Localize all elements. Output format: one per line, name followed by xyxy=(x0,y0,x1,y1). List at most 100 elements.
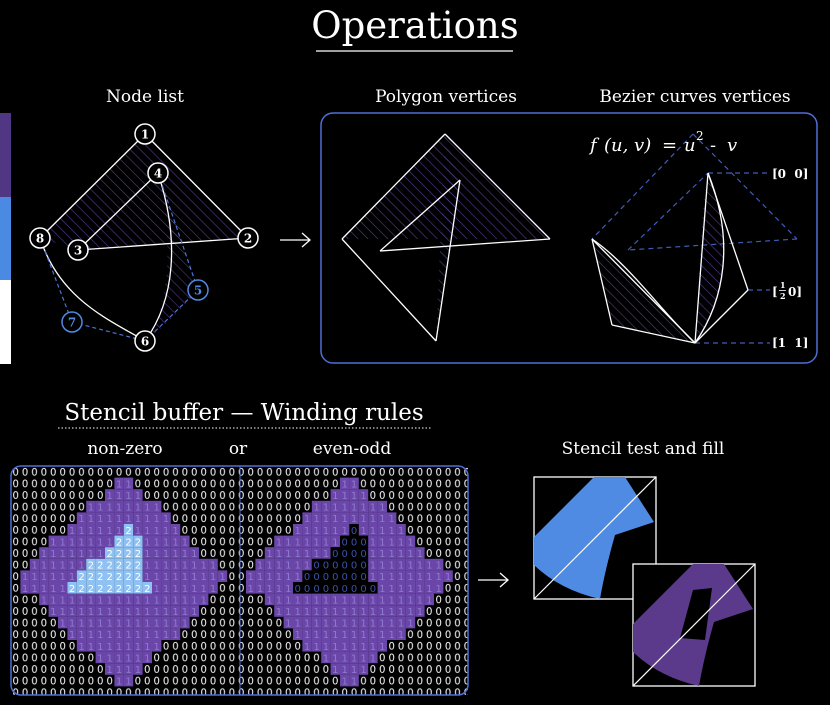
stencil-digit: 1 xyxy=(370,572,376,583)
stencil-cell xyxy=(170,582,181,594)
stencil-cell xyxy=(415,582,425,594)
stencil-digit: 1 xyxy=(370,549,376,560)
stencil-cell xyxy=(180,616,190,629)
stencil-cell xyxy=(321,651,331,664)
stencil-cell xyxy=(368,605,378,617)
node-fill-hatch xyxy=(40,134,248,250)
stencil-digit: 1 xyxy=(210,572,216,583)
stencil-cell xyxy=(105,535,115,548)
stencil-cell xyxy=(340,570,350,582)
stencil-digit: 1 xyxy=(417,607,423,618)
stencil-cell xyxy=(368,524,378,536)
uv-label-top: [0 0] xyxy=(772,167,808,181)
stencil-digit: 2 xyxy=(125,526,131,537)
stencil-digit: 1 xyxy=(389,514,395,525)
stencil-cell xyxy=(95,547,105,559)
stencil-digit: 1 xyxy=(60,537,66,548)
stencil-digit: 1 xyxy=(69,619,75,630)
stencil-digit: 1 xyxy=(116,642,122,653)
stencil-digit: 1 xyxy=(154,514,160,525)
stencil-digit: 1 xyxy=(144,607,150,618)
stencil-cell xyxy=(170,524,181,536)
stencil-cell xyxy=(114,593,124,606)
stencil-digit: 1 xyxy=(342,642,348,653)
stencil-cell xyxy=(48,582,58,594)
stencil-digit: 1 xyxy=(379,642,385,653)
stencil-digit: 2 xyxy=(88,561,94,572)
stencil-digit: 0 xyxy=(360,561,366,572)
stencil-cell xyxy=(95,628,105,640)
stencil-cell xyxy=(76,558,87,571)
stencil-cell xyxy=(58,535,68,548)
stencil-cell xyxy=(283,535,293,548)
stencil-digit: 1 xyxy=(360,665,366,676)
stencil-digit: 1 xyxy=(154,584,160,595)
stencil-cell xyxy=(340,477,350,490)
stencil-cell xyxy=(246,582,256,594)
stencil-digit: 1 xyxy=(276,607,282,618)
stencil-digit: 1 xyxy=(107,537,113,548)
node-markers: 1 2 3 4 5 6 7 8 xyxy=(29,123,259,352)
stencil-cell xyxy=(358,593,369,606)
stencil-cell xyxy=(180,547,190,559)
stencil-digit: 1 xyxy=(41,595,47,606)
stencil-digit: 1 xyxy=(191,572,197,583)
stencil-cell xyxy=(321,605,331,617)
stencil-digit: 1 xyxy=(144,572,150,583)
stencil-digit: 0 xyxy=(351,549,357,560)
stencil-digit: 1 xyxy=(389,526,395,537)
stencil-digit: 1 xyxy=(50,607,56,618)
stencil-digit: 1 xyxy=(323,503,329,514)
stencil-cell xyxy=(330,605,340,617)
stencil-digit: 1 xyxy=(285,537,291,548)
stencil-digit: 1 xyxy=(370,503,376,514)
stencil-digit: 1 xyxy=(135,619,141,630)
stencil-cell xyxy=(189,570,199,582)
stencil-digit: 1 xyxy=(163,526,169,537)
stencil-cell xyxy=(302,593,312,606)
polygon-panel xyxy=(320,112,818,364)
stencil-cell xyxy=(358,558,369,571)
stencil-cell xyxy=(20,570,30,582)
stencil-cell xyxy=(142,535,152,548)
stencil-cell xyxy=(358,500,369,513)
stencil-digit: 1 xyxy=(116,514,122,525)
stencil-digit: 1 xyxy=(172,584,178,595)
stencil-digit: 1 xyxy=(69,630,75,641)
stencil-digit: 1 xyxy=(116,595,122,606)
stencil-digit: 1 xyxy=(276,584,282,595)
stencil-cell xyxy=(152,570,162,582)
stencil-cell xyxy=(283,616,293,629)
stencil-cell xyxy=(208,558,218,571)
stencil-cell xyxy=(142,628,152,640)
stencil-digit: 1 xyxy=(125,665,131,676)
stencil-digit: 1 xyxy=(313,537,319,548)
stencil-digit: 1 xyxy=(125,514,131,525)
stencil-digit: 1 xyxy=(295,619,301,630)
stencil-cell xyxy=(39,547,49,559)
stencil-cell xyxy=(302,512,312,524)
stencil-cell xyxy=(358,512,369,524)
stencil-digit: 1 xyxy=(313,619,319,630)
stencil-digit: 1 xyxy=(107,514,113,525)
stencil-digit: 1 xyxy=(295,572,301,583)
stencil-cell xyxy=(340,628,350,640)
stencil-digit: 1 xyxy=(78,607,84,618)
stencil-digit: 1 xyxy=(417,595,423,606)
stencil-digit: 1 xyxy=(219,572,225,583)
stencil-digit: 2 xyxy=(107,549,113,560)
stencil-cell xyxy=(86,582,96,594)
stencil-digit: 1 xyxy=(144,514,150,525)
stencil-cell xyxy=(358,524,369,536)
stencil-cell xyxy=(377,558,387,571)
stencil-cell xyxy=(330,582,340,594)
stencil-digit: 1 xyxy=(210,584,216,595)
node-2: 2 xyxy=(237,227,259,249)
stencil-digit: 1 xyxy=(107,653,113,664)
stencil-digit: 2 xyxy=(125,537,131,548)
stencil-digit: 1 xyxy=(360,491,366,502)
stencil-digit: 1 xyxy=(125,619,131,630)
stencil-cell xyxy=(67,593,77,606)
stencil-digit: 0 xyxy=(351,537,357,548)
